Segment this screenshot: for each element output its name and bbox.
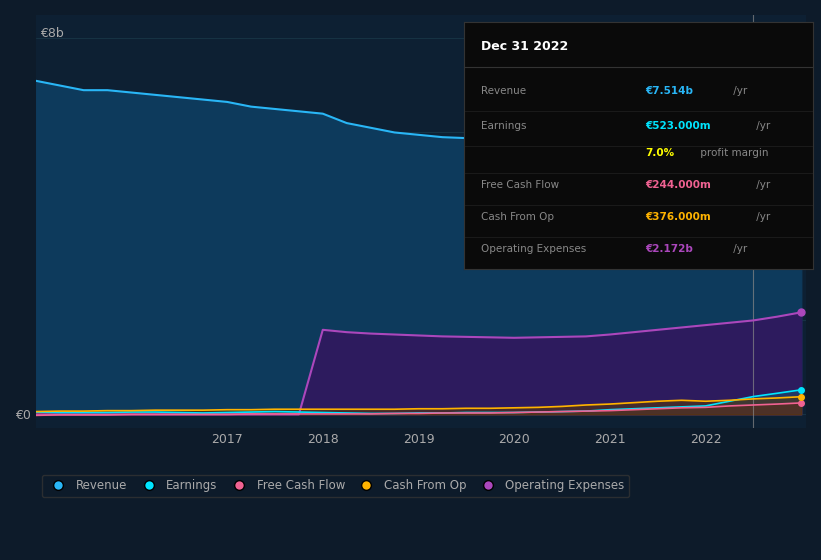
Text: Revenue: Revenue xyxy=(481,86,526,96)
Text: /yr: /yr xyxy=(753,180,770,190)
Text: /yr: /yr xyxy=(731,86,748,96)
Text: 7.0%: 7.0% xyxy=(645,148,674,158)
Text: €523.000m: €523.000m xyxy=(645,121,711,131)
Legend: Revenue, Earnings, Free Cash Flow, Cash From Op, Operating Expenses: Revenue, Earnings, Free Cash Flow, Cash … xyxy=(42,474,630,497)
Text: /yr: /yr xyxy=(753,121,770,131)
Text: Earnings: Earnings xyxy=(481,121,527,131)
Text: €376.000m: €376.000m xyxy=(645,212,711,222)
Text: €244.000m: €244.000m xyxy=(645,180,711,190)
Text: /yr: /yr xyxy=(731,244,748,254)
Text: /yr: /yr xyxy=(753,212,770,222)
Text: €7.514b: €7.514b xyxy=(645,86,693,96)
Text: Operating Expenses: Operating Expenses xyxy=(481,244,586,254)
Text: Free Cash Flow: Free Cash Flow xyxy=(481,180,559,190)
Text: profit margin: profit margin xyxy=(697,148,768,158)
Text: €2.172b: €2.172b xyxy=(645,244,693,254)
Text: Cash From Op: Cash From Op xyxy=(481,212,554,222)
Text: €8b: €8b xyxy=(39,27,63,40)
Text: Dec 31 2022: Dec 31 2022 xyxy=(481,40,569,53)
